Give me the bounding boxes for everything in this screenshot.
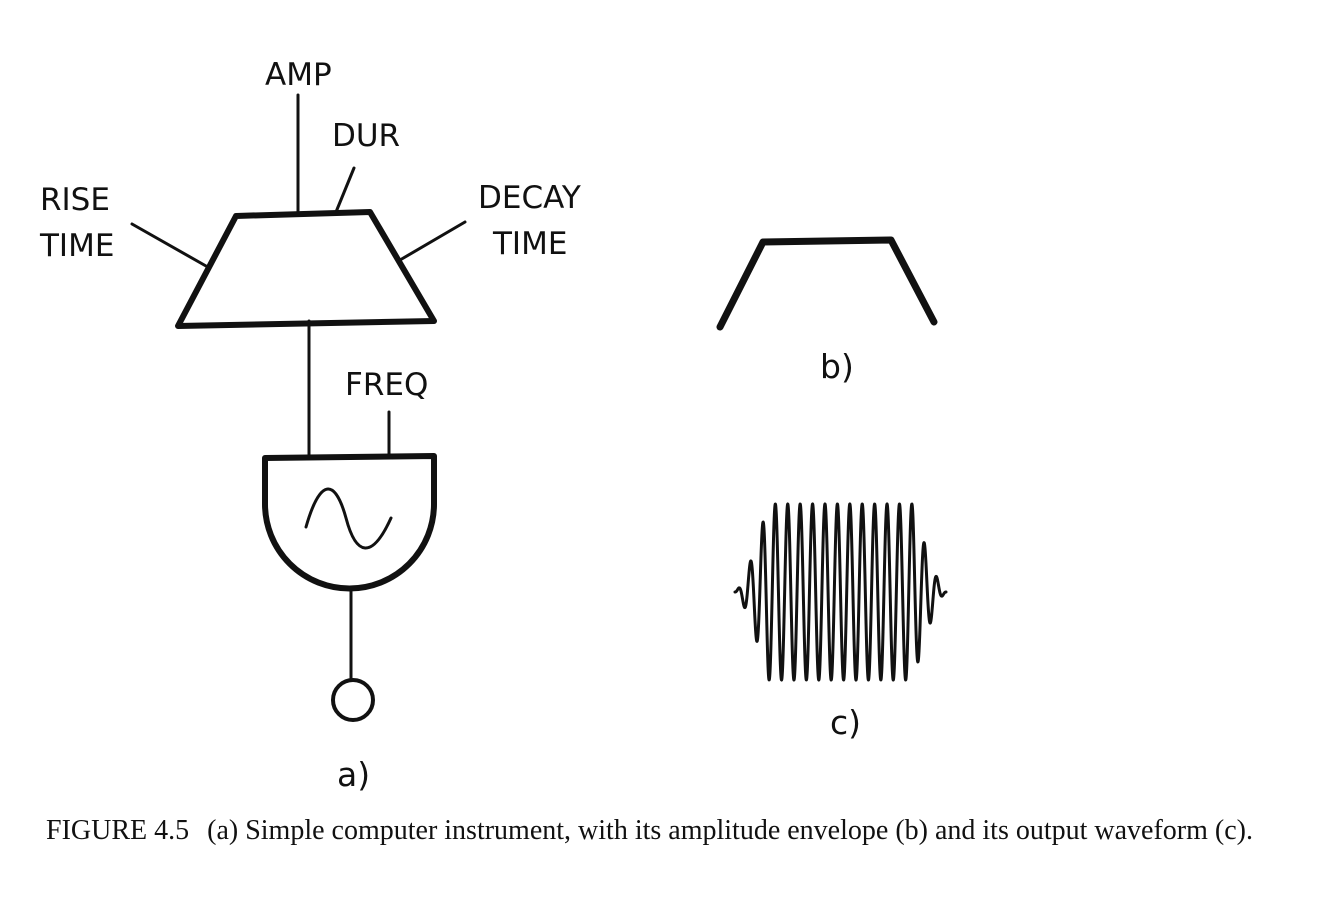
figure-number: FIGURE 4.5 — [46, 815, 190, 846]
envelope-diagram: b) — [716, 236, 938, 386]
amplitude-envelope-curve — [716, 236, 938, 331]
output-waveform — [733, 502, 948, 682]
oscillator-shape — [262, 453, 437, 592]
rise-time-input-line — [130, 222, 208, 268]
output-terminal-icon — [331, 678, 375, 722]
caption-text: (a) Simple computer instrument, with its… — [207, 815, 1253, 846]
rise-label: RISE — [40, 182, 110, 218]
envelope-generator-shape — [175, 209, 437, 329]
figure-caption: FIGURE 4.5 (a) Simple computer instrument… — [46, 810, 1306, 852]
diagram-a-sublabel: a) — [337, 755, 370, 794]
decay-label: DECAY — [478, 180, 581, 216]
decay-time-label: TIME — [492, 226, 567, 262]
instrument-diagram: AMP DUR RISE TIME DECAY TIME FREQ a) — [39, 57, 581, 794]
sine-wave-icon — [304, 487, 393, 550]
waveform-diagram: c) — [733, 502, 948, 742]
dur-label: DUR — [332, 118, 400, 154]
diagram-b-sublabel: b) — [820, 347, 854, 386]
diagram-c-sublabel: c) — [830, 703, 861, 742]
decay-time-input-line — [398, 220, 467, 262]
dur-input-line — [334, 166, 356, 214]
rise-time-label: TIME — [39, 228, 114, 264]
amp-label: AMP — [265, 57, 332, 93]
freq-label: FREQ — [345, 367, 428, 403]
